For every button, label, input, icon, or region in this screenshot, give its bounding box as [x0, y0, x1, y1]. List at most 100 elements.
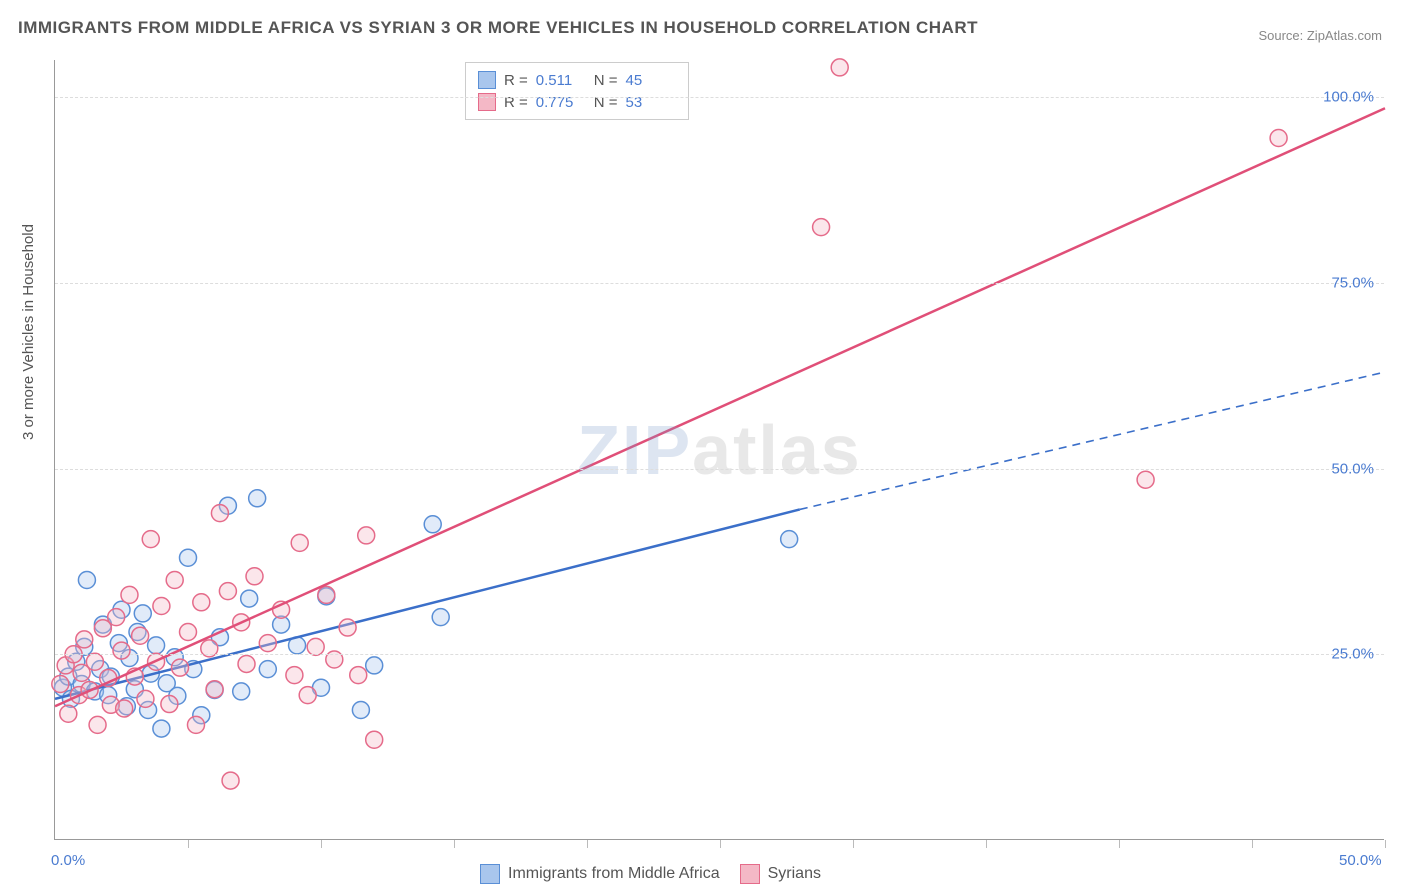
- scatter-point: [89, 716, 106, 733]
- legend-r-label: R =: [504, 72, 528, 89]
- y-tick-label: 100.0%: [1323, 89, 1374, 106]
- gridline-v: [321, 840, 322, 848]
- gridline-h: [55, 654, 1384, 655]
- scatter-point: [358, 527, 375, 544]
- legend-n-label: N =: [594, 72, 618, 89]
- legend-swatch: [480, 864, 500, 884]
- scatter-point: [187, 716, 204, 733]
- legend-r-label: R =: [504, 94, 528, 111]
- legend-n-value: 45: [626, 72, 676, 89]
- trend-line-extrapolated: [800, 372, 1385, 509]
- chart-title: IMMIGRANTS FROM MIDDLE AFRICA VS SYRIAN …: [18, 18, 978, 38]
- scatter-point: [86, 653, 103, 670]
- scatter-point: [233, 683, 250, 700]
- legend-n-label: N =: [594, 94, 618, 111]
- gridline-v: [1252, 840, 1253, 848]
- gridline-h: [55, 97, 1384, 98]
- scatter-point: [78, 572, 95, 589]
- legend-label: Syrians: [768, 865, 821, 883]
- scatter-point: [108, 609, 125, 626]
- scatter-point: [121, 586, 138, 603]
- gridline-v: [454, 840, 455, 848]
- scatter-point: [219, 583, 236, 600]
- scatter-point: [166, 572, 183, 589]
- scatter-point: [142, 531, 159, 548]
- gridline-v: [1385, 840, 1386, 848]
- scatter-point: [432, 609, 449, 626]
- trend-line: [55, 108, 1385, 706]
- gridline-h: [55, 469, 1384, 470]
- gridline-v: [1119, 840, 1120, 848]
- gridline-h: [55, 283, 1384, 284]
- scatter-point: [318, 586, 335, 603]
- y-axis-label: 3 or more Vehicles in Household: [20, 224, 37, 440]
- legend-label: Immigrants from Middle Africa: [508, 865, 720, 883]
- gridline-v: [853, 840, 854, 848]
- scatter-point: [339, 619, 356, 636]
- scatter-point: [134, 605, 151, 622]
- scatter-point: [366, 731, 383, 748]
- scatter-point: [52, 676, 69, 693]
- scatter-point: [222, 772, 239, 789]
- scatter-point: [238, 655, 255, 672]
- gridline-v: [587, 840, 588, 848]
- gridline-v: [986, 840, 987, 848]
- scatter-point: [241, 590, 258, 607]
- scatter-point: [366, 657, 383, 674]
- scatter-point: [172, 659, 189, 676]
- legend-row: R = 0.775 N = 53: [478, 91, 676, 113]
- scatter-point: [781, 531, 798, 548]
- scatter-point: [259, 635, 276, 652]
- source-label: Source: ZipAtlas.com: [1258, 28, 1382, 43]
- scatter-point: [137, 690, 154, 707]
- scatter-point: [193, 594, 210, 611]
- scatter-point: [1137, 471, 1154, 488]
- x-tick-label: 0.0%: [51, 852, 85, 869]
- scatter-point: [350, 667, 367, 684]
- plot-svg: [55, 60, 1384, 839]
- y-tick-label: 75.0%: [1331, 274, 1374, 291]
- legend-r-value: 0.511: [536, 72, 586, 89]
- scatter-point: [153, 720, 170, 737]
- legend-n-value: 53: [626, 94, 676, 111]
- y-tick-label: 50.0%: [1331, 460, 1374, 477]
- legend-swatch: [740, 864, 760, 884]
- plot-area: ZIPatlas R =0.511N =45R =0.775N =53 25.0…: [54, 60, 1384, 840]
- scatter-point: [153, 598, 170, 615]
- legend-swatch: [478, 71, 496, 89]
- scatter-point: [813, 219, 830, 236]
- scatter-point: [307, 638, 324, 655]
- scatter-point: [291, 534, 308, 551]
- scatter-point: [148, 637, 165, 654]
- gridline-v: [720, 840, 721, 848]
- scatter-point: [249, 490, 266, 507]
- scatter-point: [132, 627, 149, 644]
- scatter-point: [286, 667, 303, 684]
- legend-swatch: [478, 93, 496, 111]
- scatter-point: [211, 505, 228, 522]
- scatter-point: [831, 59, 848, 76]
- x-tick-label: 50.0%: [1339, 852, 1382, 869]
- scatter-point: [246, 568, 263, 585]
- scatter-point: [1270, 130, 1287, 147]
- scatter-point: [76, 631, 93, 648]
- series-legend: Immigrants from Middle Africa Syrians: [480, 864, 821, 884]
- scatter-point: [113, 642, 130, 659]
- legend-row: R = 0.511 N = 45: [478, 69, 676, 91]
- scatter-point: [116, 700, 133, 717]
- correlation-legend: R = 0.511 N = 45 R = 0.775 N = 53: [465, 62, 689, 120]
- scatter-point: [206, 681, 223, 698]
- scatter-point: [161, 696, 178, 713]
- gridline-v: [188, 840, 189, 848]
- scatter-point: [424, 516, 441, 533]
- scatter-point: [299, 687, 316, 704]
- scatter-point: [259, 661, 276, 678]
- legend-item: Immigrants from Middle Africa: [480, 864, 720, 884]
- y-tick-label: 25.0%: [1331, 646, 1374, 663]
- scatter-point: [352, 702, 369, 719]
- scatter-point: [180, 549, 197, 566]
- chart-container: IMMIGRANTS FROM MIDDLE AFRICA VS SYRIAN …: [0, 0, 1406, 892]
- scatter-point: [180, 624, 197, 641]
- scatter-point: [60, 705, 77, 722]
- legend-r-value: 0.775: [536, 94, 586, 111]
